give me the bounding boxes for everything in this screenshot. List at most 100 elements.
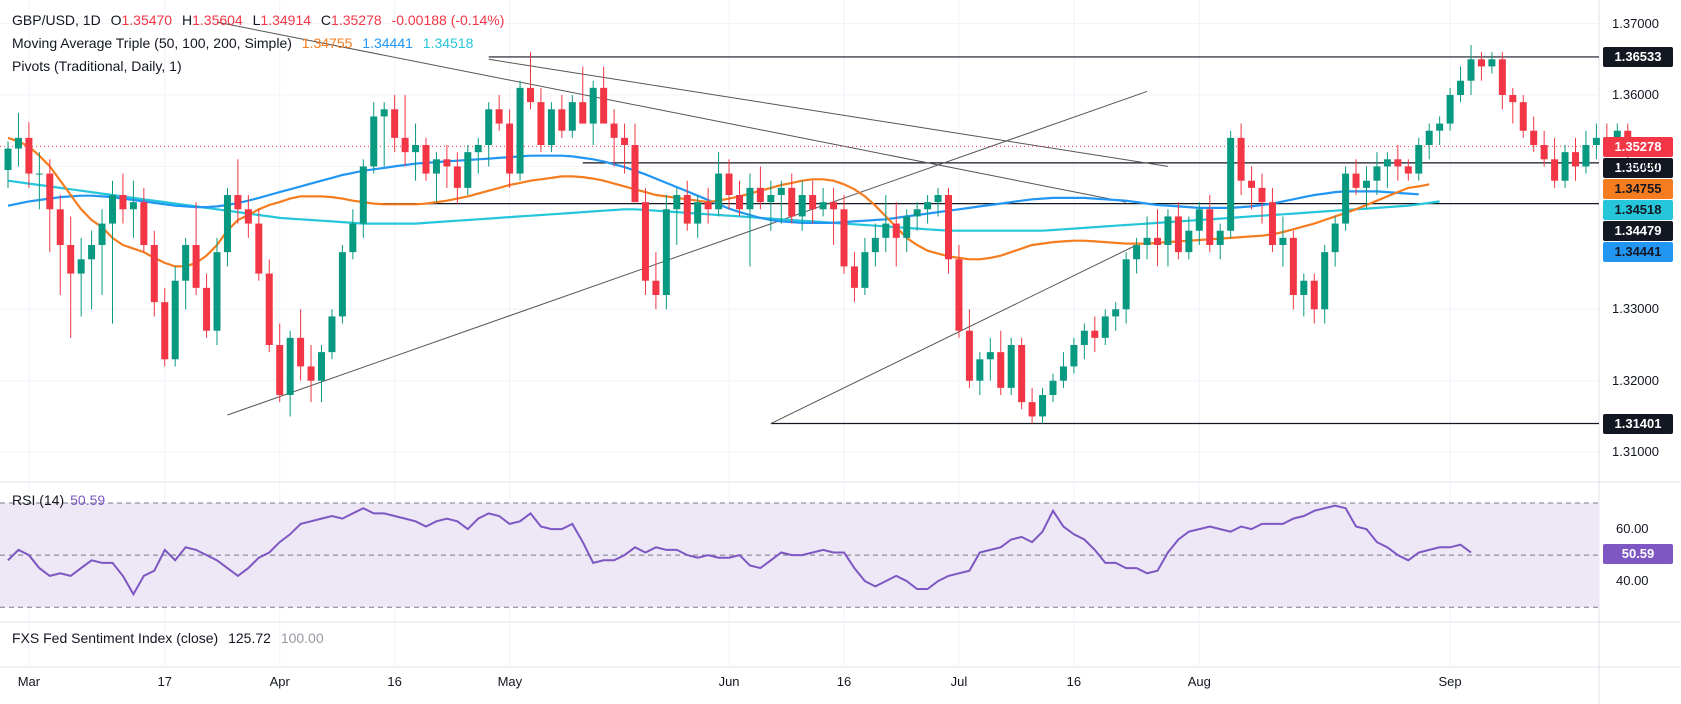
candle-body bbox=[1477, 59, 1485, 67]
candle-body bbox=[746, 187, 754, 210]
candle-body bbox=[349, 223, 357, 253]
y-tick-label: 1.31000 bbox=[1612, 444, 1659, 460]
candle-body bbox=[1509, 95, 1517, 103]
candle-body bbox=[1467, 59, 1475, 81]
candle-body bbox=[652, 280, 660, 295]
candle-body bbox=[67, 245, 75, 274]
candle-body bbox=[506, 123, 514, 174]
candle-body bbox=[965, 330, 973, 381]
x-tick-label: 16 bbox=[387, 674, 402, 689]
candle-body bbox=[1028, 402, 1036, 417]
candle-body bbox=[1488, 59, 1496, 67]
candle-body bbox=[1039, 395, 1047, 417]
price-tag-ma200: 1.34518 bbox=[1603, 199, 1673, 220]
candle-body bbox=[1091, 330, 1099, 338]
candle-body bbox=[1404, 166, 1412, 174]
ma100-value: 1.34441 bbox=[362, 35, 413, 51]
candle-body bbox=[182, 245, 190, 281]
x-tick-label: May bbox=[497, 674, 523, 689]
candle-body bbox=[359, 166, 367, 224]
close-value: 1.35278 bbox=[331, 12, 382, 28]
candle-body bbox=[1227, 137, 1235, 231]
candle-body bbox=[1321, 252, 1329, 310]
candle-body bbox=[1457, 80, 1465, 95]
rsi-title[interactable]: RSI (14) bbox=[12, 492, 65, 508]
candle-body bbox=[976, 359, 984, 381]
candle-body bbox=[1185, 230, 1193, 253]
candle-body bbox=[474, 145, 482, 153]
candle-body bbox=[401, 137, 409, 153]
x-tick-label: Apr bbox=[269, 674, 290, 689]
low-value: 1.34914 bbox=[260, 12, 312, 28]
open-value: 1.35470 bbox=[121, 12, 173, 28]
candle-body bbox=[1498, 59, 1506, 95]
candle-body bbox=[589, 87, 597, 124]
symbol-label[interactable]: GBP/USD, 1D bbox=[12, 12, 101, 28]
price-tag-pivot: 1.31401 bbox=[1603, 413, 1673, 434]
high-value: 1.35604 bbox=[192, 12, 243, 28]
y-tick-label: 1.35000 bbox=[1612, 158, 1659, 174]
candle-body bbox=[14, 137, 22, 149]
candle-body bbox=[1258, 187, 1266, 203]
close-label: C bbox=[320, 12, 332, 28]
candle-body bbox=[997, 352, 1005, 388]
candle-body bbox=[756, 187, 764, 203]
rsi-line bbox=[7, 504, 1472, 597]
candle-body bbox=[192, 245, 200, 288]
candle-body bbox=[913, 209, 921, 217]
candle-body bbox=[1551, 159, 1559, 181]
candle-body bbox=[1279, 237, 1287, 245]
candle-body bbox=[600, 87, 608, 124]
candle-body bbox=[1383, 159, 1391, 167]
trendline bbox=[488, 58, 1169, 167]
x-tick-label: Aug bbox=[1187, 674, 1211, 689]
candle-body bbox=[955, 259, 963, 331]
candle-body bbox=[1018, 345, 1026, 403]
candle-body bbox=[830, 202, 838, 210]
price-tag-pivot: 1.35050 bbox=[1603, 157, 1673, 178]
candle-body bbox=[840, 209, 848, 267]
y-tick-label: 1.36000 bbox=[1612, 87, 1659, 102]
candle-body bbox=[464, 152, 472, 188]
candle-body bbox=[109, 195, 116, 224]
candle-body bbox=[683, 195, 691, 224]
x-tick-label: Jul bbox=[950, 674, 968, 689]
ma-title[interactable]: Moving Average Triple (50, 100, 200, Sim… bbox=[12, 35, 292, 51]
candle-body bbox=[1519, 102, 1527, 131]
candle-body bbox=[391, 109, 399, 138]
candle-body bbox=[213, 252, 221, 331]
y-tick-label: 1.37000 bbox=[1612, 15, 1659, 31]
candle-body bbox=[986, 352, 994, 360]
candle-body bbox=[1059, 366, 1067, 381]
candle-body bbox=[516, 87, 524, 174]
candle-body bbox=[1007, 345, 1015, 388]
candle-body bbox=[819, 202, 827, 210]
candle-body bbox=[1164, 216, 1172, 245]
high-label: H bbox=[181, 12, 193, 28]
x-tick-label: Jun bbox=[718, 674, 740, 689]
candle-body bbox=[297, 337, 305, 367]
candle-body bbox=[1133, 245, 1141, 260]
candle-body bbox=[370, 116, 378, 167]
candle-body bbox=[1373, 166, 1381, 181]
candle-body bbox=[129, 202, 137, 210]
candle-body bbox=[380, 109, 388, 117]
x-tick-label: Mar bbox=[17, 674, 41, 689]
candle-body bbox=[621, 137, 629, 145]
rsi-legend: RSI (14) 50.59 bbox=[12, 492, 111, 508]
trendline bbox=[216, 21, 1127, 203]
candle-body bbox=[1530, 130, 1538, 145]
price-tag-ma50: 1.34755 bbox=[1603, 178, 1673, 199]
ma50-value: 1.34755 bbox=[301, 35, 353, 51]
pivots-title[interactable]: Pivots (Traditional, Daily, 1) bbox=[12, 58, 182, 74]
low-label: L bbox=[252, 12, 261, 28]
candle-body bbox=[610, 123, 618, 138]
candle-body bbox=[704, 202, 712, 210]
candle-body bbox=[161, 302, 169, 360]
candle-body bbox=[537, 102, 545, 145]
fxs-title[interactable]: FXS Fed Sentiment Index (close) bbox=[12, 630, 219, 646]
candle-body bbox=[892, 223, 900, 238]
ohlc-legend: GBP/USD, 1D O1.35470 H1.35604 L1.34914 C… bbox=[12, 12, 516, 28]
